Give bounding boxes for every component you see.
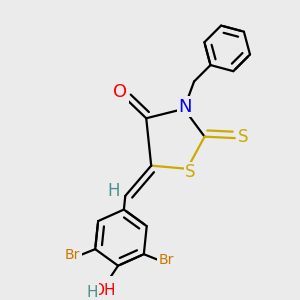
Text: OH: OH (92, 283, 116, 298)
Text: S: S (185, 163, 196, 181)
Text: S: S (238, 128, 248, 146)
Text: H: H (107, 182, 119, 200)
Text: N: N (179, 98, 192, 116)
Text: Br: Br (65, 248, 80, 262)
Text: O: O (113, 83, 128, 101)
Text: Br: Br (159, 253, 174, 267)
Text: H: H (86, 285, 98, 300)
